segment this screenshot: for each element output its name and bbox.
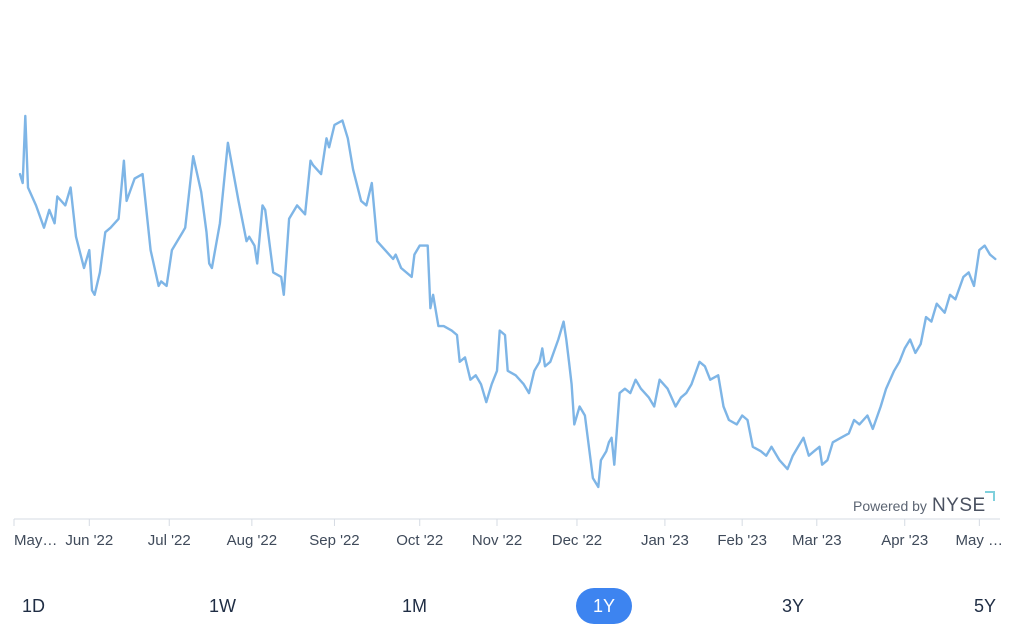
x-tick-label: May … xyxy=(955,532,1003,549)
powered-by-attribution: Powered by NYSE xyxy=(853,491,995,517)
x-axis-ticks xyxy=(13,519,980,526)
range-button-1y[interactable]: 1Y xyxy=(576,588,632,624)
x-axis-tick-labels: May… Jun '22 Jul '22 Aug '22 Sep '22 Oct '22 N… xyxy=(14,532,1003,549)
nyse-logo: NYSE xyxy=(931,491,995,517)
range-button-1d[interactable]: 1D xyxy=(8,588,59,624)
range-button-1w[interactable]: 1W xyxy=(195,588,250,624)
range-button-3y[interactable]: 3Y xyxy=(768,588,818,624)
x-tick-label: Aug '22 xyxy=(227,532,277,549)
x-tick-label: Mar '23 xyxy=(792,532,842,549)
x-tick-label: Jun '22 xyxy=(65,532,113,549)
range-button-1m[interactable]: 1M xyxy=(388,588,441,624)
nyse-logo-mark-icon xyxy=(984,491,995,501)
x-tick-label: Nov '22 xyxy=(472,532,522,549)
price-line-chart: May… Jun '22 Jul '22 Aug '22 Sep '22 Oct '22 N… xyxy=(13,114,1003,549)
x-tick-label: Jan '23 xyxy=(641,532,689,549)
x-tick-label: Sep '22 xyxy=(309,532,359,549)
x-tick-label: Oct '22 xyxy=(396,532,443,549)
time-range-selector: 1D 1W 1M 1Y 3Y 5Y xyxy=(0,586,1014,626)
x-tick-label: Feb '23 xyxy=(717,532,767,549)
series-line xyxy=(18,114,997,489)
powered-by-label: Powered by xyxy=(853,498,927,514)
x-tick-label: Dec '22 xyxy=(552,532,602,549)
x-tick-label: Jul '22 xyxy=(148,532,191,549)
x-tick-label: May… xyxy=(14,532,57,549)
x-tick-label: Apr '23 xyxy=(881,532,928,549)
nyse-logo-text: NYSE xyxy=(931,495,986,516)
range-button-5y[interactable]: 5Y xyxy=(960,588,1010,624)
